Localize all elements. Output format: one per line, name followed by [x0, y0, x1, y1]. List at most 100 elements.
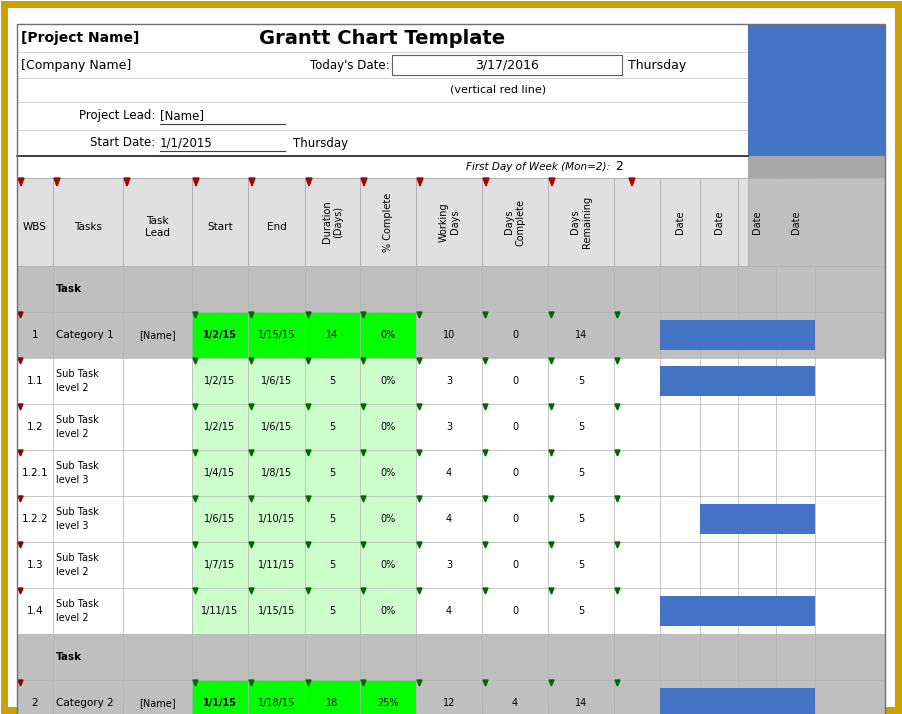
Text: Sub Task: Sub Task [56, 461, 98, 471]
Bar [416, 450, 482, 496]
Bar [360, 496, 416, 542]
Polygon shape [193, 680, 198, 686]
Bar [53, 266, 123, 312]
Bar [123, 358, 192, 404]
Bar [192, 404, 248, 450]
Bar [360, 266, 416, 312]
Polygon shape [193, 178, 199, 186]
Text: 5: 5 [578, 376, 584, 386]
Bar [776, 358, 815, 404]
Bar [416, 358, 482, 404]
Bar [53, 450, 123, 496]
Bar [360, 680, 416, 714]
Text: 3: 3 [446, 422, 452, 432]
Bar [700, 504, 815, 534]
Bar [700, 496, 738, 542]
Bar [123, 496, 192, 542]
Text: 1.2.2: 1.2.2 [22, 514, 49, 524]
Text: 0%: 0% [381, 376, 396, 386]
Text: Task
Lead: Task Lead [145, 216, 170, 238]
Text: 14: 14 [327, 330, 338, 340]
Text: 1/1/2015: 1/1/2015 [160, 136, 213, 149]
Text: Project Lead:: Project Lead: [78, 109, 155, 123]
Polygon shape [483, 178, 489, 186]
Bar [248, 404, 305, 450]
Polygon shape [249, 358, 254, 364]
Text: 1/7/15: 1/7/15 [205, 560, 235, 570]
Bar [416, 680, 482, 714]
Polygon shape [249, 178, 255, 186]
Polygon shape [18, 312, 23, 318]
Bar [123, 634, 192, 680]
Text: 1/6/15: 1/6/15 [261, 422, 292, 432]
Bar [17, 78, 748, 102]
Text: Date: Date [790, 210, 800, 233]
Bar [17, 404, 53, 450]
Text: 1/15/15: 1/15/15 [258, 606, 295, 616]
Bar [360, 312, 416, 358]
Bar [248, 266, 305, 312]
Text: 1/2/15: 1/2/15 [205, 422, 235, 432]
Polygon shape [361, 404, 366, 410]
Text: Thursday: Thursday [293, 136, 348, 149]
Text: 5: 5 [329, 560, 336, 570]
Polygon shape [417, 404, 422, 410]
Polygon shape [549, 358, 554, 364]
Text: 5: 5 [329, 468, 336, 478]
Bar [360, 358, 416, 404]
Polygon shape [249, 312, 254, 318]
Bar [53, 404, 123, 450]
Bar [482, 542, 548, 588]
Bar [815, 542, 885, 588]
Bar [416, 404, 482, 450]
Bar [416, 312, 482, 358]
Polygon shape [483, 404, 488, 410]
Bar [53, 358, 123, 404]
Text: 1.4: 1.4 [27, 606, 43, 616]
Bar [548, 266, 614, 312]
Bar [700, 542, 738, 588]
Bar [17, 680, 53, 714]
Text: level 2: level 2 [56, 613, 88, 623]
Polygon shape [306, 588, 311, 594]
Bar [815, 496, 885, 542]
Bar [660, 358, 700, 404]
Bar [17, 312, 53, 358]
Bar [360, 542, 416, 588]
Bar [548, 404, 614, 450]
Text: 1/10/15: 1/10/15 [258, 514, 295, 524]
Bar [53, 542, 123, 588]
Bar [815, 588, 885, 634]
Bar [248, 496, 305, 542]
Text: Days
Remaining: Days Remaining [570, 196, 592, 248]
Bar [660, 680, 700, 714]
Text: 4: 4 [446, 514, 452, 524]
Text: 1/6/15: 1/6/15 [205, 514, 235, 524]
Bar [738, 312, 776, 358]
Bar [660, 688, 815, 714]
Bar [416, 496, 482, 542]
Bar [192, 450, 248, 496]
Bar [700, 680, 738, 714]
Polygon shape [306, 358, 311, 364]
Polygon shape [615, 680, 620, 686]
Bar [614, 312, 660, 358]
Text: Sub Task: Sub Task [56, 599, 98, 609]
Text: 5: 5 [578, 422, 584, 432]
Text: Grantt Chart Template: Grantt Chart Template [260, 29, 505, 48]
Bar [192, 358, 248, 404]
Text: [Project Name]: [Project Name] [21, 31, 140, 45]
Bar [548, 358, 614, 404]
Text: WBS: WBS [23, 222, 47, 232]
Polygon shape [629, 178, 635, 186]
Bar [700, 266, 738, 312]
Bar [738, 404, 776, 450]
Bar [17, 52, 748, 78]
Polygon shape [193, 542, 198, 548]
Polygon shape [193, 312, 198, 318]
Text: 0%: 0% [381, 514, 396, 524]
Bar [660, 634, 700, 680]
Bar [776, 178, 815, 266]
Bar [614, 266, 660, 312]
Text: 0%: 0% [381, 330, 396, 340]
